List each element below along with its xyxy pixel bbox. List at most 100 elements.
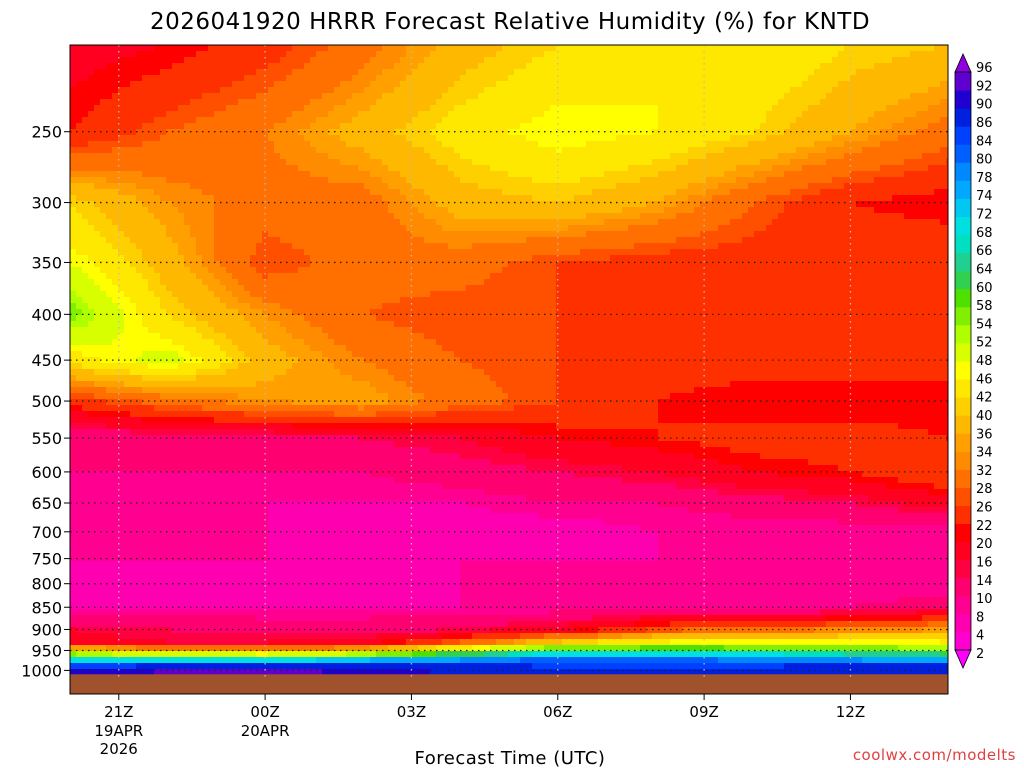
rh-cell (334, 207, 341, 214)
rh-cell (184, 147, 191, 154)
rh-cell (670, 195, 677, 202)
rh-cell (226, 219, 233, 226)
rh-cell (850, 195, 857, 202)
rh-cell (502, 69, 509, 76)
rh-cell (262, 237, 269, 244)
rh-cell (352, 147, 359, 154)
rh-cell (424, 219, 431, 226)
rh-cell (712, 117, 719, 124)
rh-cell (382, 195, 389, 202)
rh-cell (916, 129, 923, 136)
rh-cell (406, 123, 413, 130)
rh-cell (946, 147, 949, 154)
rh-cell (82, 111, 89, 118)
rh-cell (94, 69, 101, 76)
rh-cell (910, 183, 917, 190)
rh-cell (370, 171, 377, 178)
rh-cell (916, 69, 923, 76)
rh-cell (472, 147, 479, 154)
rh-cell (178, 69, 185, 76)
rh-cell (442, 93, 449, 100)
rh-cell (400, 81, 407, 88)
rh-cell (922, 219, 929, 226)
rh-cell (184, 87, 191, 94)
rh-cell (886, 207, 893, 214)
rh-cell (706, 75, 713, 82)
rh-cell (304, 189, 311, 196)
rh-cell (874, 231, 881, 238)
rh-cell (622, 207, 629, 214)
rh-cell (598, 69, 605, 76)
rh-cell (280, 129, 287, 136)
rh-cell (244, 153, 251, 160)
rh-contour-field (70, 45, 949, 681)
rh-cell (106, 213, 113, 220)
rh-cell (286, 159, 293, 166)
rh-cell (286, 183, 293, 190)
rh-cell (946, 219, 949, 226)
rh-cell (898, 237, 905, 244)
rh-cell (898, 207, 905, 214)
rh-cell (136, 237, 143, 244)
rh-cell (136, 189, 143, 196)
rh-cell (730, 117, 737, 124)
rh-cell (856, 225, 863, 232)
rh-cell (220, 51, 227, 58)
rh-cell (592, 243, 599, 250)
rh-cell (478, 93, 485, 100)
rh-cell (850, 63, 857, 70)
rh-cell (130, 225, 137, 232)
rh-cell (526, 243, 533, 250)
rh-cell (718, 165, 725, 172)
rh-cell (640, 93, 647, 100)
rh-cell (256, 231, 263, 238)
rh-cell (580, 51, 587, 58)
rh-cell (196, 183, 203, 190)
rh-cell (166, 99, 173, 106)
rh-cell (106, 171, 113, 178)
rh-cell (460, 51, 467, 58)
rh-cell (814, 177, 821, 184)
rh-cell (862, 165, 869, 172)
rh-cell (370, 177, 377, 184)
rh-cell (292, 177, 299, 184)
rh-cell (886, 57, 893, 64)
rh-cell (496, 183, 503, 190)
rh-cell (142, 117, 149, 124)
rh-cell (532, 201, 539, 208)
rh-cell (460, 81, 467, 88)
rh-cell (868, 99, 875, 106)
rh-cell (346, 135, 353, 142)
rh-cell (778, 237, 785, 244)
rh-cell (256, 153, 263, 160)
rh-cell (604, 129, 611, 136)
rh-cell (544, 147, 551, 154)
rh-cell (358, 81, 365, 88)
rh-cell (544, 213, 551, 220)
rh-cell (310, 63, 317, 70)
rh-cell (442, 99, 449, 106)
rh-cell (730, 63, 737, 70)
rh-cell (694, 177, 701, 184)
rh-cell (616, 51, 623, 58)
rh-cell (616, 237, 623, 244)
rh-cell (136, 225, 143, 232)
rh-cell (148, 81, 155, 88)
rh-cell (166, 93, 173, 100)
rh-cell (778, 147, 785, 154)
rh-cell (526, 123, 533, 130)
rh-cell (238, 153, 245, 160)
rh-cell (586, 87, 593, 94)
rh-cell (70, 153, 77, 160)
rh-cell (904, 99, 911, 106)
rh-cell (160, 135, 167, 142)
rh-cell (478, 105, 485, 112)
rh-cell (604, 183, 611, 190)
rh-cell (712, 51, 719, 58)
rh-cell (592, 135, 599, 142)
rh-cell (478, 207, 485, 214)
rh-cell (454, 81, 461, 88)
rh-cell (646, 171, 653, 178)
rh-cell (910, 207, 917, 214)
rh-cell (754, 183, 761, 190)
